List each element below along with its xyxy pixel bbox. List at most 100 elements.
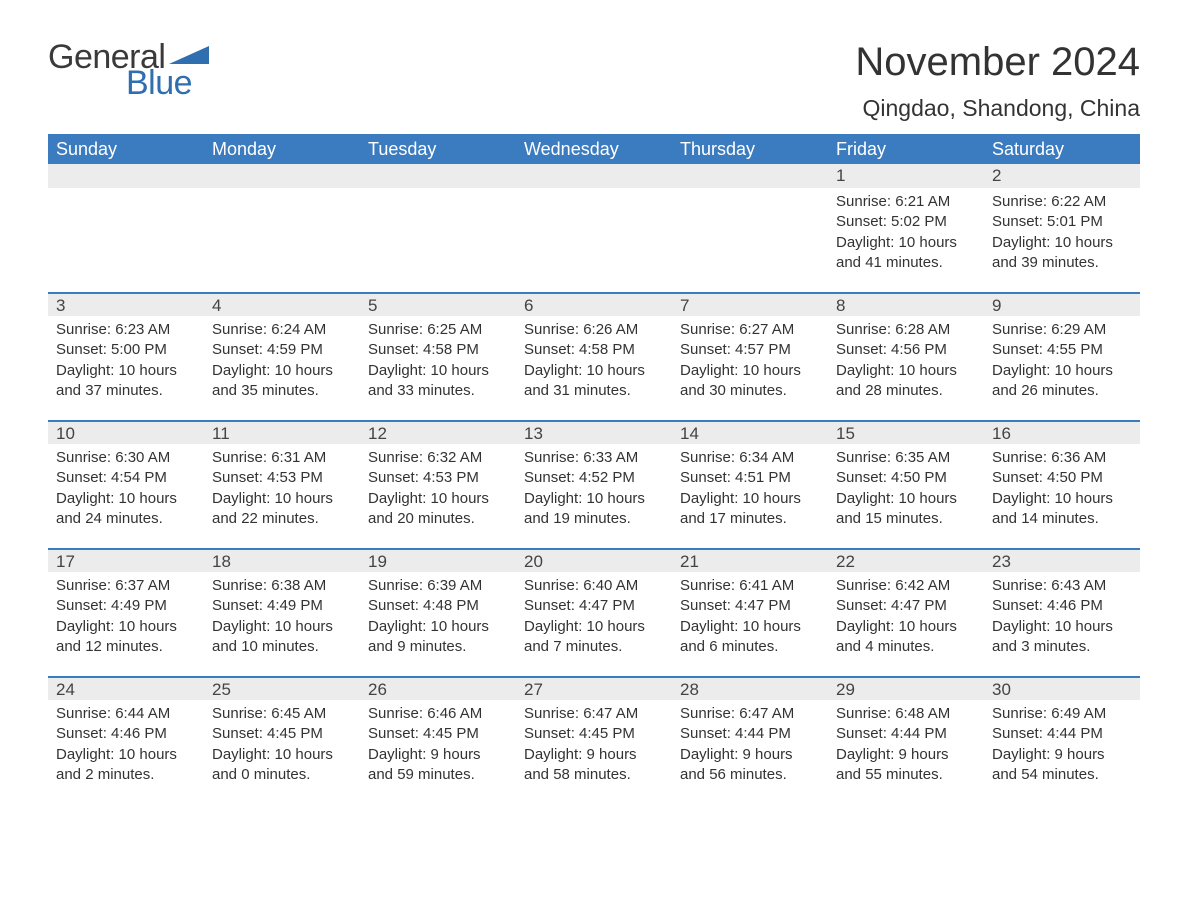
sunset-text: Sunset: 4:47 PM <box>680 596 820 616</box>
day-body: Sunrise: 6:45 AMSunset: 4:45 PMDaylight:… <box>204 700 360 791</box>
sunset-text: Sunset: 4:44 PM <box>992 724 1132 744</box>
daylight-text: Daylight: 10 hours and 10 minutes. <box>212 617 352 658</box>
calendar-day-cell: 11Sunrise: 6:31 AMSunset: 4:53 PMDayligh… <box>204 420 360 548</box>
calendar-day-cell: 14Sunrise: 6:34 AMSunset: 4:51 PMDayligh… <box>672 420 828 548</box>
day-body: Sunrise: 6:44 AMSunset: 4:46 PMDaylight:… <box>48 700 204 791</box>
sunrise-text: Sunrise: 6:25 AM <box>368 320 508 340</box>
calendar-day-cell: 28Sunrise: 6:47 AMSunset: 4:44 PMDayligh… <box>672 676 828 804</box>
day-body: Sunrise: 6:38 AMSunset: 4:49 PMDaylight:… <box>204 572 360 663</box>
day-body: Sunrise: 6:32 AMSunset: 4:53 PMDaylight:… <box>360 444 516 535</box>
day-number: 18 <box>204 548 360 572</box>
sunrise-text: Sunrise: 6:41 AM <box>680 576 820 596</box>
calendar-body: 1Sunrise: 6:21 AMSunset: 5:02 PMDaylight… <box>48 164 1140 804</box>
sunset-text: Sunset: 4:46 PM <box>56 724 196 744</box>
day-number: 11 <box>204 420 360 444</box>
calendar-day-cell <box>204 164 360 292</box>
calendar-day-cell: 10Sunrise: 6:30 AMSunset: 4:54 PMDayligh… <box>48 420 204 548</box>
sunrise-text: Sunrise: 6:33 AM <box>524 448 664 468</box>
day-number: 28 <box>672 676 828 700</box>
day-body: Sunrise: 6:24 AMSunset: 4:59 PMDaylight:… <box>204 316 360 407</box>
calendar-week-row: 24Sunrise: 6:44 AMSunset: 4:46 PMDayligh… <box>48 676 1140 804</box>
weekday-header: Tuesday <box>360 134 516 164</box>
day-body: Sunrise: 6:21 AMSunset: 5:02 PMDaylight:… <box>828 188 984 279</box>
day-number: 16 <box>984 420 1140 444</box>
sunrise-text: Sunrise: 6:36 AM <box>992 448 1132 468</box>
sunrise-text: Sunrise: 6:23 AM <box>56 320 196 340</box>
day-number: 24 <box>48 676 204 700</box>
day-body: Sunrise: 6:46 AMSunset: 4:45 PMDaylight:… <box>360 700 516 791</box>
calendar-day-cell: 23Sunrise: 6:43 AMSunset: 4:46 PMDayligh… <box>984 548 1140 676</box>
calendar-day-cell: 12Sunrise: 6:32 AMSunset: 4:53 PMDayligh… <box>360 420 516 548</box>
sunset-text: Sunset: 4:52 PM <box>524 468 664 488</box>
weekday-header: Thursday <box>672 134 828 164</box>
day-body: Sunrise: 6:33 AMSunset: 4:52 PMDaylight:… <box>516 444 672 535</box>
daylight-text: Daylight: 10 hours and 26 minutes. <box>992 361 1132 402</box>
sunset-text: Sunset: 4:58 PM <box>524 340 664 360</box>
sunset-text: Sunset: 4:51 PM <box>680 468 820 488</box>
daylight-text: Daylight: 10 hours and 30 minutes. <box>680 361 820 402</box>
calendar-day-cell <box>360 164 516 292</box>
sunset-text: Sunset: 5:01 PM <box>992 212 1132 232</box>
calendar-day-cell <box>516 164 672 292</box>
day-body: Sunrise: 6:42 AMSunset: 4:47 PMDaylight:… <box>828 572 984 663</box>
day-body: Sunrise: 6:49 AMSunset: 4:44 PMDaylight:… <box>984 700 1140 791</box>
daylight-text: Daylight: 10 hours and 3 minutes. <box>992 617 1132 658</box>
day-body: Sunrise: 6:39 AMSunset: 4:48 PMDaylight:… <box>360 572 516 663</box>
daylight-text: Daylight: 9 hours and 54 minutes. <box>992 745 1132 786</box>
day-body: Sunrise: 6:31 AMSunset: 4:53 PMDaylight:… <box>204 444 360 535</box>
daylight-text: Daylight: 10 hours and 0 minutes. <box>212 745 352 786</box>
sunrise-text: Sunrise: 6:39 AM <box>368 576 508 596</box>
daylight-text: Daylight: 10 hours and 19 minutes. <box>524 489 664 530</box>
day-body: Sunrise: 6:47 AMSunset: 4:44 PMDaylight:… <box>672 700 828 791</box>
sunset-text: Sunset: 4:45 PM <box>368 724 508 744</box>
calendar-day-cell: 24Sunrise: 6:44 AMSunset: 4:46 PMDayligh… <box>48 676 204 804</box>
sunrise-text: Sunrise: 6:47 AM <box>680 704 820 724</box>
daylight-text: Daylight: 10 hours and 7 minutes. <box>524 617 664 658</box>
calendar-day-cell: 9Sunrise: 6:29 AMSunset: 4:55 PMDaylight… <box>984 292 1140 420</box>
sunset-text: Sunset: 4:44 PM <box>836 724 976 744</box>
calendar-day-cell: 20Sunrise: 6:40 AMSunset: 4:47 PMDayligh… <box>516 548 672 676</box>
sunrise-text: Sunrise: 6:34 AM <box>680 448 820 468</box>
day-number: 4 <box>204 292 360 316</box>
weekday-header: Friday <box>828 134 984 164</box>
day-number: 30 <box>984 676 1140 700</box>
daylight-text: Daylight: 9 hours and 55 minutes. <box>836 745 976 786</box>
daylight-text: Daylight: 9 hours and 59 minutes. <box>368 745 508 786</box>
daylight-text: Daylight: 10 hours and 28 minutes. <box>836 361 976 402</box>
day-number-row-empty <box>516 164 672 188</box>
day-number: 21 <box>672 548 828 572</box>
sunrise-text: Sunrise: 6:46 AM <box>368 704 508 724</box>
daylight-text: Daylight: 10 hours and 37 minutes. <box>56 361 196 402</box>
sunrise-text: Sunrise: 6:38 AM <box>212 576 352 596</box>
day-number: 23 <box>984 548 1140 572</box>
sunrise-text: Sunrise: 6:28 AM <box>836 320 976 340</box>
calendar-day-cell: 21Sunrise: 6:41 AMSunset: 4:47 PMDayligh… <box>672 548 828 676</box>
calendar-week-row: 17Sunrise: 6:37 AMSunset: 4:49 PMDayligh… <box>48 548 1140 676</box>
day-body: Sunrise: 6:29 AMSunset: 4:55 PMDaylight:… <box>984 316 1140 407</box>
calendar-header-row: Sunday Monday Tuesday Wednesday Thursday… <box>48 134 1140 164</box>
day-number-row-empty <box>204 164 360 188</box>
calendar-day-cell: 5Sunrise: 6:25 AMSunset: 4:58 PMDaylight… <box>360 292 516 420</box>
day-number: 6 <box>516 292 672 316</box>
day-number: 13 <box>516 420 672 444</box>
calendar-week-row: 10Sunrise: 6:30 AMSunset: 4:54 PMDayligh… <box>48 420 1140 548</box>
day-body: Sunrise: 6:40 AMSunset: 4:47 PMDaylight:… <box>516 572 672 663</box>
day-number: 1 <box>828 164 984 188</box>
day-body: Sunrise: 6:47 AMSunset: 4:45 PMDaylight:… <box>516 700 672 791</box>
sunset-text: Sunset: 4:55 PM <box>992 340 1132 360</box>
sunrise-text: Sunrise: 6:27 AM <box>680 320 820 340</box>
weekday-header: Monday <box>204 134 360 164</box>
location-text: Qingdao, Shandong, China <box>855 95 1140 122</box>
sunrise-text: Sunrise: 6:24 AM <box>212 320 352 340</box>
weekday-header: Wednesday <box>516 134 672 164</box>
calendar-day-cell: 3Sunrise: 6:23 AMSunset: 5:00 PMDaylight… <box>48 292 204 420</box>
daylight-text: Daylight: 10 hours and 35 minutes. <box>212 361 352 402</box>
day-number: 20 <box>516 548 672 572</box>
daylight-text: Daylight: 10 hours and 39 minutes. <box>992 233 1132 274</box>
daylight-text: Daylight: 10 hours and 12 minutes. <box>56 617 196 658</box>
day-number: 12 <box>360 420 516 444</box>
sunrise-text: Sunrise: 6:30 AM <box>56 448 196 468</box>
calendar-day-cell: 8Sunrise: 6:28 AMSunset: 4:56 PMDaylight… <box>828 292 984 420</box>
sunset-text: Sunset: 5:02 PM <box>836 212 976 232</box>
daylight-text: Daylight: 10 hours and 4 minutes. <box>836 617 976 658</box>
